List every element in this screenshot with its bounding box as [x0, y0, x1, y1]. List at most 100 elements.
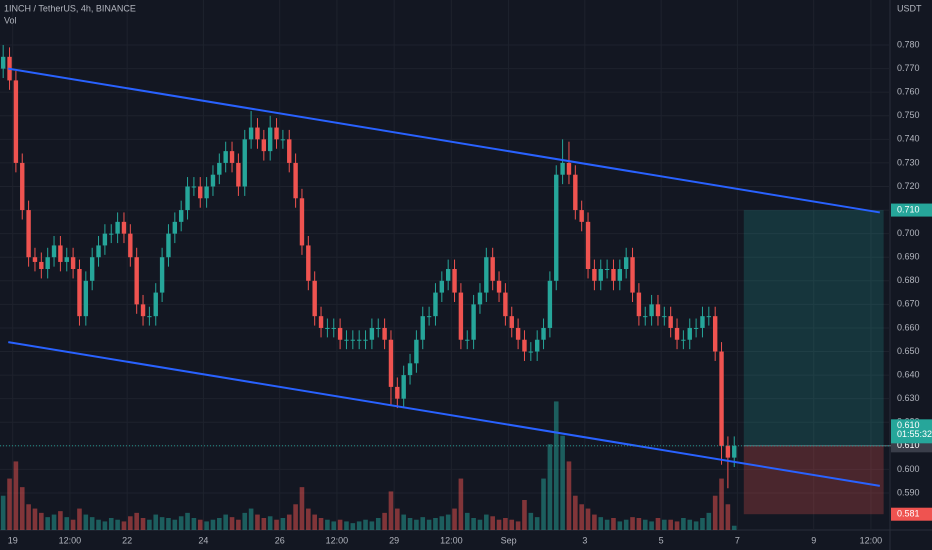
candle-body: [20, 162, 25, 211]
candle-body: [401, 375, 406, 399]
volume-bar: [636, 518, 642, 530]
candle-body: [541, 327, 546, 340]
volume-bar: [553, 401, 559, 530]
candle-body: [376, 327, 381, 329]
candle-body: [643, 316, 648, 318]
volume-bar: [649, 521, 654, 530]
volume-bar: [484, 514, 489, 530]
volume-bar: [464, 512, 470, 530]
candle-body: [293, 162, 298, 199]
volume-bar: [496, 519, 502, 530]
candle-body: [121, 221, 127, 234]
y-tick-label: 0.730: [897, 157, 920, 167]
volume-bar: [58, 511, 63, 530]
candle-body: [420, 316, 425, 340]
volume-bar: [503, 518, 508, 530]
x-tick-label: 29: [389, 535, 399, 545]
volume-bar: [617, 521, 623, 530]
volume-bar: [77, 508, 82, 530]
y-tick-label: 0.770: [897, 63, 920, 73]
volume-bar: [19, 487, 25, 530]
volume-bar: [642, 519, 648, 530]
volume-bar: [39, 512, 44, 530]
x-tick-label: 9: [811, 535, 816, 545]
candle-body: [515, 327, 521, 340]
volume-bar: [64, 517, 70, 530]
x-tick-label: 12:00: [59, 535, 82, 545]
candle-body: [617, 269, 623, 281]
candle-body: [484, 257, 489, 293]
volume-bar: [719, 478, 724, 530]
volume-bar: [369, 521, 375, 530]
volume-bar: [325, 519, 330, 530]
plot: [0, 0, 932, 530]
y-tick-label: 0.680: [897, 275, 920, 285]
x-tick-label: 22: [122, 535, 132, 545]
candle-body: [356, 339, 362, 341]
volume-bar: [134, 512, 139, 530]
volume-bar: [534, 517, 540, 530]
volume-bar: [668, 519, 673, 530]
volume-bar: [623, 519, 629, 530]
volume-bar: [401, 514, 406, 530]
volume-bar: [350, 523, 356, 530]
volume-bar: [255, 514, 260, 530]
volume-bar: [712, 495, 718, 530]
candle-body: [623, 257, 629, 270]
stop-label-box: [891, 507, 932, 521]
volume-bar: [674, 521, 680, 530]
candle-body: [674, 327, 680, 340]
volume-bar: [153, 514, 159, 530]
volume-bar: [204, 521, 209, 530]
candle-body: [522, 339, 527, 352]
candle-body: [26, 210, 31, 258]
volume-bar: [490, 516, 495, 530]
y-tick-label: 0.700: [897, 228, 920, 238]
y-tick-label: 0.640: [897, 369, 920, 379]
y-tick-label: 0.720: [897, 181, 920, 191]
x-tick-label: 12:00: [860, 535, 883, 545]
candle-body: [77, 269, 82, 317]
candle-body: [337, 327, 343, 340]
volume-bar: [439, 516, 445, 530]
candle-body: [388, 339, 394, 387]
y-tick-label: 0.670: [897, 299, 920, 309]
volume-bar: [700, 518, 705, 530]
candle-body: [128, 233, 133, 258]
volume-bar: [337, 519, 343, 530]
candle-body: [725, 445, 731, 458]
volume-bar: [363, 519, 368, 530]
candle-body: [458, 292, 464, 340]
volume-bar: [515, 521, 521, 530]
volume-bar: [611, 518, 616, 530]
candle-body: [223, 151, 228, 163]
volume-bar: [541, 478, 546, 530]
volume-bar: [102, 521, 108, 530]
x-tick-label: 12:00: [326, 535, 349, 545]
volume-bar: [166, 518, 171, 530]
candle-body: [477, 292, 483, 305]
countdown: 01:55:32: [897, 429, 932, 439]
profit-zone: [743, 210, 884, 446]
candle-body: [369, 327, 375, 340]
candle-body: [45, 257, 50, 270]
candle-body: [363, 339, 368, 341]
volume-bar: [547, 444, 553, 530]
volume-bar: [477, 519, 483, 530]
volume-bar: [248, 508, 254, 530]
candle-body: [0, 56, 6, 69]
y-tick-label: 0.780: [897, 39, 920, 49]
target-label-box: [891, 203, 932, 217]
volume-bar: [26, 504, 31, 530]
volume-bar: [197, 519, 203, 530]
x-tick-label: 24: [198, 535, 208, 545]
candle-body: [229, 151, 235, 163]
volume-label: Vol: [4, 15, 17, 25]
candle-body: [509, 316, 514, 328]
volume-bar: [382, 512, 387, 530]
candle-body: [242, 139, 247, 187]
candle-body: [198, 186, 203, 199]
x-tick-label: 3: [582, 535, 587, 545]
volume-bar: [522, 500, 527, 530]
